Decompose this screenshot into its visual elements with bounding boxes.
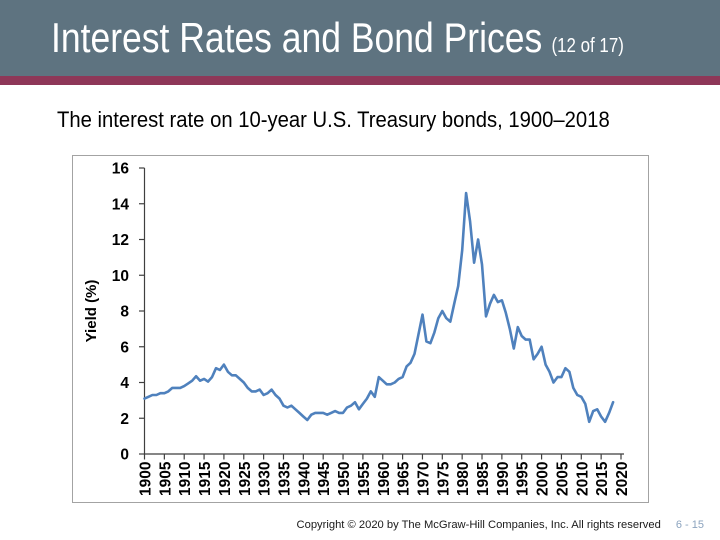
x-tick-label: 1940: [296, 462, 313, 496]
x-tick-label: 1960: [376, 462, 393, 496]
x-tick-label: 1975: [435, 461, 452, 496]
y-tick-label: 14: [112, 196, 130, 213]
y-tick-label: 12: [112, 232, 129, 249]
x-tick-label: 1920: [217, 462, 234, 496]
chart-caption: The interest rate on 10-year U.S. Treasu…: [57, 107, 610, 132]
x-tick-label: 1905: [157, 461, 174, 496]
x-tick-label: 2015: [594, 461, 611, 496]
x-tick-label: 1970: [415, 462, 432, 496]
x-tick-label: 1945: [316, 461, 333, 496]
x-tick-label: 1935: [276, 461, 293, 496]
copyright-text: Copyright © 2020 by The McGraw-Hill Comp…: [296, 519, 661, 531]
x-tick-label: 1985: [475, 461, 492, 496]
y-axis-title: Yield (%): [83, 280, 100, 343]
x-tick-label: 1950: [336, 462, 353, 496]
y-tick-label: 4: [120, 375, 129, 392]
y-tick-label: 6: [120, 339, 129, 356]
y-tick-label: 10: [112, 268, 129, 285]
x-tick-label: 2020: [614, 462, 631, 496]
footer: Copyright © 2020 by The McGraw-Hill Comp…: [297, 519, 704, 531]
accent-stripe: [0, 76, 720, 85]
y-tick-label: 2: [120, 411, 129, 428]
yield-chart-figure: 0 2 4 6 8 10 12 14 16 1900 1905 1910 1915 1920 1925 193…: [72, 155, 649, 503]
header: Interest Rates and Bond Prices (12 of 17…: [0, 0, 720, 76]
x-tick-label: 1980: [455, 462, 472, 496]
x-tick-label: 2005: [554, 461, 571, 496]
yield-line: [143, 191, 615, 424]
axis-lines: [143, 168, 624, 455]
x-tick-label: 1995: [515, 461, 532, 496]
y-tick-label: 0: [120, 447, 129, 464]
page-title: Interest Rates and Bond Prices: [51, 14, 543, 61]
x-tick-label: 1900: [138, 462, 155, 496]
y-tick-label: 16: [112, 161, 130, 178]
x-tick-label: 2000: [535, 462, 552, 496]
page-number: 6 - 15: [675, 519, 704, 531]
slide-part-indicator: (12 of 17): [551, 35, 624, 57]
x-tick-label: 1990: [495, 462, 512, 496]
x-tick-label: 1925: [237, 461, 254, 496]
x-tick-label: 1955: [356, 461, 373, 496]
x-tick-label: 2010: [574, 462, 591, 496]
x-tick-label: 1930: [257, 462, 274, 496]
title-row: Interest Rates and Bond Prices (12 of 17…: [51, 17, 624, 59]
x-tick-label: 1965: [396, 461, 413, 496]
x-tick-label: 1915: [197, 461, 214, 496]
x-tick-label: 1910: [177, 462, 194, 496]
y-tick-label: 8: [120, 304, 129, 321]
